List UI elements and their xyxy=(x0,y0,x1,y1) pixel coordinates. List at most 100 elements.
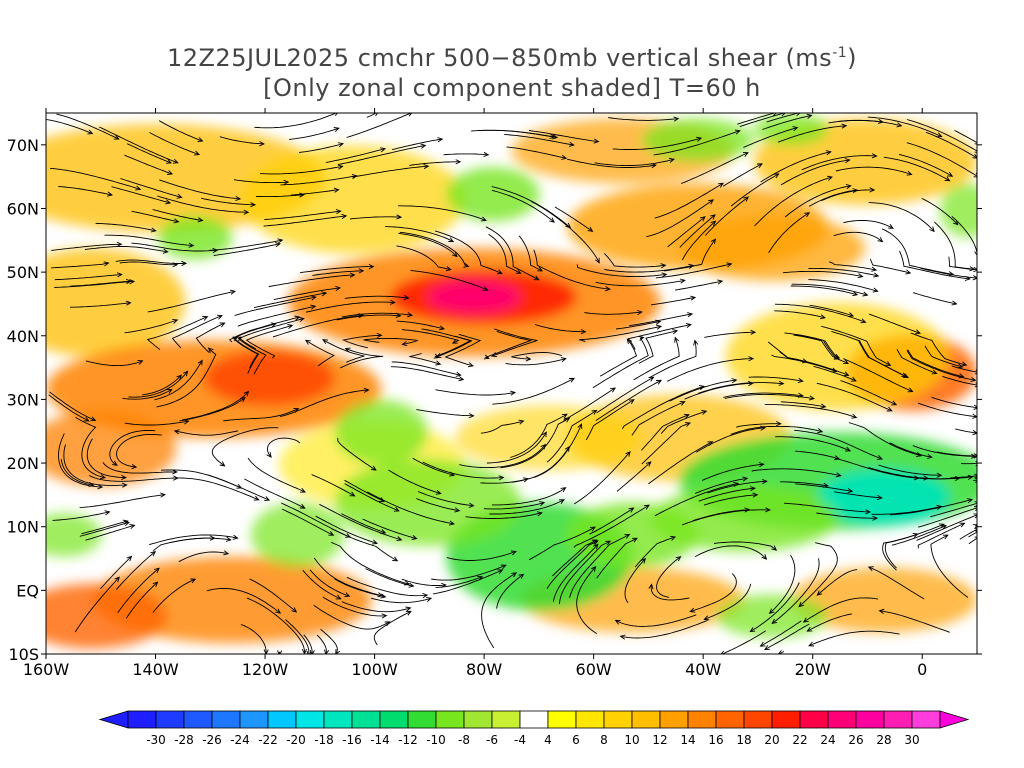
streamline xyxy=(883,156,950,182)
streamline-arrow xyxy=(451,339,458,344)
streamline xyxy=(968,537,977,545)
shear-area xyxy=(427,280,521,314)
streamline-arrow xyxy=(640,557,647,564)
streamline-arrow xyxy=(511,572,518,578)
streamline xyxy=(698,487,755,502)
streamline-arrow xyxy=(852,291,859,297)
streamline xyxy=(398,205,487,221)
streamline-arrow xyxy=(380,147,387,153)
streamline xyxy=(840,380,897,406)
streamline xyxy=(766,113,801,123)
streamline-arrow xyxy=(389,299,396,305)
streamline xyxy=(622,385,705,430)
streamline-arrow xyxy=(103,261,110,267)
streamline xyxy=(573,504,650,548)
streamline xyxy=(838,119,883,123)
streamline-arrow xyxy=(844,157,851,164)
streamline-arrow xyxy=(381,613,388,619)
streamline-arrow xyxy=(744,507,751,513)
streamline-arrow xyxy=(283,179,290,185)
streamline xyxy=(648,441,713,485)
streamline xyxy=(181,391,249,421)
streamline xyxy=(485,226,539,281)
streamline-arrow xyxy=(403,295,410,301)
streamline xyxy=(585,399,635,441)
streamline-arrow xyxy=(768,608,775,614)
streamline-arrow xyxy=(758,462,765,468)
streamline-arrow xyxy=(636,309,643,316)
streamline xyxy=(70,302,131,308)
streamline xyxy=(363,337,418,345)
streamline xyxy=(444,333,482,367)
streamline-arrow xyxy=(568,141,575,147)
streamline-arrow xyxy=(334,113,339,116)
streamline-arrow xyxy=(748,356,755,362)
streamline xyxy=(782,270,863,277)
streamline xyxy=(592,336,649,389)
streamline xyxy=(431,564,506,581)
streamline xyxy=(223,408,299,422)
streamline xyxy=(341,513,386,534)
streamline-arrow xyxy=(126,278,132,285)
streamline-arrow xyxy=(656,379,663,385)
streamline-arrow xyxy=(368,263,375,270)
streamline-arrow xyxy=(131,464,138,470)
streamline-arrow xyxy=(726,262,733,268)
streamline xyxy=(74,576,120,633)
streamline-arrow xyxy=(518,419,525,425)
streamline-arrow xyxy=(560,487,567,493)
streamline-arrow xyxy=(590,566,597,572)
streamline xyxy=(801,155,877,171)
streamline-arrow xyxy=(972,430,977,436)
streamline-arrow xyxy=(379,497,385,502)
streamline-arrow xyxy=(384,621,391,627)
streamline-arrow xyxy=(411,535,418,540)
streamline xyxy=(701,463,764,481)
streamline-arrow xyxy=(834,353,841,359)
streamline xyxy=(120,178,182,198)
streamline xyxy=(122,389,173,400)
streamline-arrow xyxy=(483,354,490,360)
streamline xyxy=(409,353,441,365)
streamline-arrow xyxy=(733,481,740,487)
streamline xyxy=(300,266,374,274)
streamline xyxy=(891,525,947,546)
streamline-arrow xyxy=(299,503,306,509)
streamline-arrow xyxy=(878,608,885,614)
streamline-arrow xyxy=(182,370,189,377)
streamline xyxy=(159,179,241,200)
streamline-arrow xyxy=(685,322,692,328)
streamline xyxy=(871,506,942,515)
streamline xyxy=(228,316,300,343)
lon-label: 100W xyxy=(351,660,398,679)
streamline xyxy=(60,459,94,486)
streamline-arrow xyxy=(468,413,475,419)
streamline xyxy=(172,477,259,501)
streamline-arrow xyxy=(304,339,311,345)
streamline-arrow xyxy=(938,523,945,529)
streamline-arrow xyxy=(372,539,378,545)
streamline-arrow xyxy=(796,113,801,117)
streamline-arrow xyxy=(401,341,408,347)
streamline xyxy=(367,491,454,525)
streamline-arrow xyxy=(595,257,600,264)
streamline-arrow xyxy=(867,566,874,572)
streamline-arrow xyxy=(655,319,662,325)
streamline-arrow xyxy=(173,429,180,435)
streamline xyxy=(339,348,384,369)
streamline xyxy=(392,138,443,151)
streamline-arrow xyxy=(112,460,118,466)
streamline-arrow xyxy=(877,118,884,125)
streamline xyxy=(681,509,770,526)
streamline-arrow xyxy=(860,318,867,324)
streamline-arrow xyxy=(580,329,587,335)
streamline-arrow xyxy=(264,496,271,501)
streamline-arrow xyxy=(916,452,923,458)
streamline xyxy=(492,378,575,405)
streamline-arrow xyxy=(435,360,442,366)
streamline xyxy=(322,596,387,617)
streamline xyxy=(342,334,382,349)
streamline xyxy=(51,262,109,269)
streamline-arrow xyxy=(591,409,598,415)
streamline-arrow xyxy=(820,403,827,409)
